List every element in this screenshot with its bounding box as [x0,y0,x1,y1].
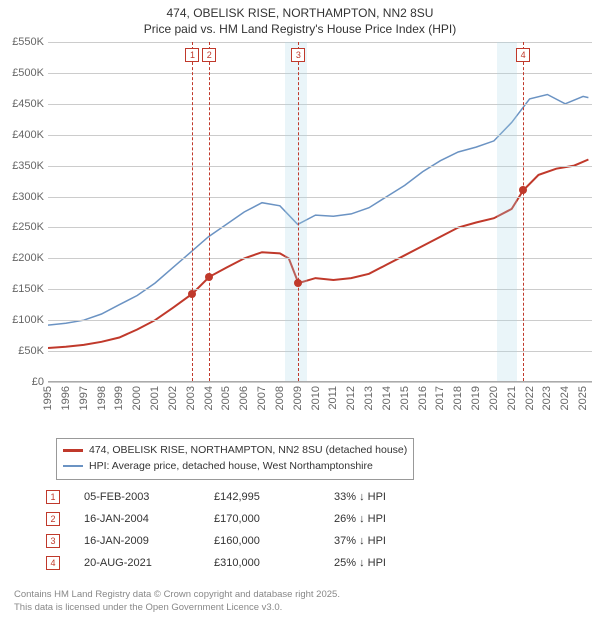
tx-marker-badge: 3 [46,534,60,548]
legend-swatch [63,465,83,467]
x-axis-label: 2000 [131,386,143,410]
legend-label: HPI: Average price, detached house, West… [89,460,373,472]
transactions-table: 1 05-FEB-2003£142,99533% ↓ HPI 2 16-JAN-200… [46,486,386,574]
marker-badge: 3 [291,48,305,62]
legend-item: HPI: Average price, detached house, West… [63,459,407,475]
tx-date: 05-FEB-2003 [84,491,214,503]
y-axis-label: £550K [8,36,44,48]
transaction-row: 1 05-FEB-2003£142,99533% ↓ HPI [46,486,386,508]
y-axis-label: £450K [8,98,44,110]
marker-dot [188,290,196,298]
marker-line [298,42,299,381]
marker-badge: 1 [185,48,199,62]
transaction-row: 2 16-JAN-2004£170,00026% ↓ HPI [46,508,386,530]
x-axis-label: 2012 [345,386,357,410]
tx-diff: 26% ↓ HPI [334,513,386,525]
legend-item: 474, OBELISK RISE, NORTHAMPTON, NN2 8SU … [63,443,407,459]
tx-diff: 37% ↓ HPI [334,535,386,547]
transaction-row: 3 16-JAN-2009£160,00037% ↓ HPI [46,530,386,552]
x-axis-label: 2003 [185,386,197,410]
y-axis-label: £50K [8,345,44,357]
x-axis-label: 2015 [399,386,411,410]
x-axis-label: 2024 [559,386,571,410]
x-axis-label: 1995 [42,386,54,410]
tx-date: 16-JAN-2004 [84,513,214,525]
marker-line [523,42,524,381]
tx-diff: 25% ↓ HPI [334,557,386,569]
x-axis-label: 2018 [452,386,464,410]
footer-line2: This data is licensed under the Open Gov… [14,602,340,614]
marker-line [192,42,193,381]
x-axis-label: 2016 [417,386,429,410]
x-axis-label: 2022 [524,386,536,410]
gridline-h [48,382,592,383]
tx-price: £310,000 [214,557,334,569]
tx-date: 20-AUG-2021 [84,557,214,569]
y-axis-label: £400K [8,129,44,141]
x-axis-label: 1999 [113,386,125,410]
y-axis-label: £350K [8,160,44,172]
x-axis-label: 2006 [238,386,250,410]
tx-diff: 33% ↓ HPI [334,491,386,503]
plot-region: 12 3 4 [48,42,592,382]
x-axis-label: 2025 [577,386,589,410]
x-axis-label: 2021 [506,386,518,410]
footer-line1: Contains HM Land Registry data © Crown c… [14,589,340,601]
x-axis-label: 2014 [381,386,393,410]
tx-marker-badge: 4 [46,556,60,570]
y-axis-label: £0 [8,376,44,388]
x-axis-label: 2004 [203,386,215,410]
marker-dot [294,279,302,287]
x-axis-label: 2011 [327,386,339,410]
x-axis-label: 2017 [434,386,446,410]
title-line1: 474, OBELISK RISE, NORTHAMPTON, NN2 8SU [0,6,600,22]
marker-badge: 4 [516,48,530,62]
x-axis-label: 1996 [60,386,72,410]
tx-date: 16-JAN-2009 [84,535,214,547]
y-axis-label: £500K [8,67,44,79]
x-axis-label: 1998 [96,386,108,410]
legend-box: 474, OBELISK RISE, NORTHAMPTON, NN2 8SU … [56,438,414,480]
x-axis-label: 2001 [149,386,161,410]
legend-swatch [63,449,83,452]
tx-price: £160,000 [214,535,334,547]
x-axis-label: 2005 [220,386,232,410]
x-axis-label: 2007 [256,386,268,410]
recession-band [497,42,517,381]
x-axis-label: 1997 [78,386,90,410]
tx-price: £142,995 [214,491,334,503]
x-axis-label: 2009 [292,386,304,410]
chart-area: 12 3 4 £0 £50K £100K £150K £200K £250K £300K £350… [8,42,592,424]
y-axis-label: £150K [8,283,44,295]
y-axis-label: £200K [8,252,44,264]
transaction-row: 4 20-AUG-2021£310,00025% ↓ HPI [46,552,386,574]
x-axis-label: 2002 [167,386,179,410]
marker-badge: 2 [202,48,216,62]
x-axis-label: 2008 [274,386,286,410]
x-axis-label: 2013 [363,386,375,410]
footer-attribution: Contains HM Land Registry data © Crown c… [14,589,340,614]
legend-label: 474, OBELISK RISE, NORTHAMPTON, NN2 8SU … [89,444,407,456]
marker-dot [519,186,527,194]
tx-marker-badge: 2 [46,512,60,526]
tx-price: £170,000 [214,513,334,525]
y-axis-label: £100K [8,314,44,326]
tx-marker-badge: 1 [46,490,60,504]
y-axis-label: £300K [8,191,44,203]
marker-line [209,42,210,381]
title-line2: Price paid vs. HM Land Registry's House … [0,22,600,38]
x-axis-label: 2023 [541,386,553,410]
x-axis-label: 2019 [470,386,482,410]
y-axis-label: £250K [8,221,44,233]
chart-title: 474, OBELISK RISE, NORTHAMPTON, NN2 8SU … [0,6,600,37]
x-axis-label: 2020 [488,386,500,410]
recession-band [285,42,306,381]
x-axis-label: 2010 [310,386,322,410]
marker-dot [205,273,213,281]
